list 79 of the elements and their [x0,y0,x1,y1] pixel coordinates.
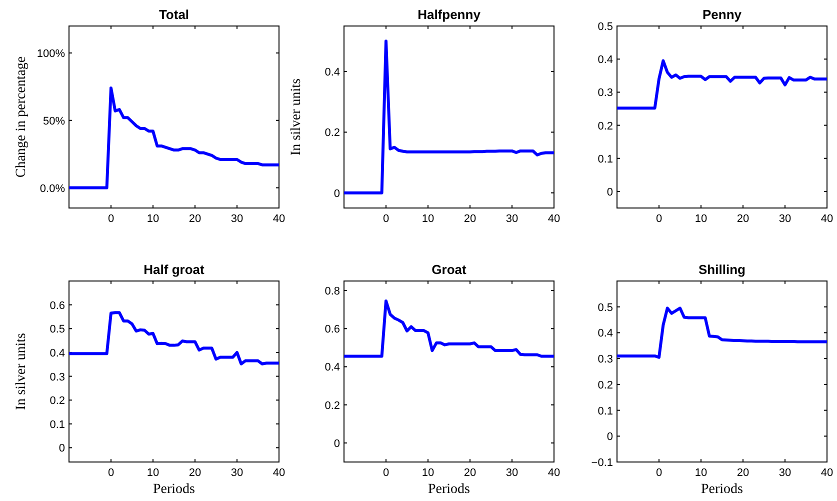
y-tick-label: 0 [334,188,340,200]
chart-title: Shilling [698,262,746,277]
x-tick-label: 0 [108,213,114,225]
y-tick-label: 0.5 [598,21,613,33]
x-tick-label: 20 [188,213,202,225]
y-axis-title: Change in percentage [14,56,29,178]
chart-title: Half groat [144,262,206,277]
x-tick-label: 30 [778,213,792,225]
y-tick-label: 0.4 [324,362,340,374]
chart-title: Groat [432,262,468,277]
x-tick-label: 40 [548,467,560,479]
y-tick-label: 0.5 [50,324,65,336]
x-tick-label: 0 [656,467,662,479]
x-tick-label: 10 [146,467,160,479]
y-tick-label: 0.2 [598,379,613,392]
x-tick-label: 40 [272,467,286,479]
y-tick-label: 0.2 [324,400,340,412]
x-tick-label: 10 [146,213,160,225]
x-tick-label: 40 [272,213,286,225]
x-tick-label: 10 [422,467,434,479]
chart-title: Total [158,7,190,22]
y-tick-label: 0 [606,186,613,198]
x-tick-label: 10 [694,213,708,225]
x-tick-label: 40 [820,213,834,225]
x-tick-label: 40 [548,213,560,225]
y-tick-label: 0.4 [598,328,613,340]
y-tick-label: −0.1 [591,457,613,469]
x-tick-label: 20 [464,467,476,479]
y-tick-label: 0.1 [598,405,613,418]
chart-title: Halfpenny [418,7,482,22]
line-series [616,59,828,110]
y-tick-label: 0 [334,438,340,450]
x-axis-title: Periods [153,482,195,497]
y-tick-label: 0.4 [324,66,340,78]
y-axis-title: In silver units [289,78,304,156]
line-series [68,311,280,366]
x-tick-label: 30 [506,213,518,225]
y-tick-label: 50% [42,115,66,128]
x-tick-label: 30 [230,213,244,225]
x-axis-title: Periods [701,482,743,497]
x-tick-label: 40 [820,467,834,479]
x-tick-label: 20 [464,213,476,225]
y-tick-label: 0.4 [50,347,65,360]
y-tick-label: 0.1 [598,153,613,166]
y-tick-label: 0.2 [50,395,65,408]
x-tick-label: 0 [108,467,114,479]
line-series [342,40,556,194]
x-tick-label: 20 [736,213,750,225]
x-tick-label: 30 [230,467,244,479]
y-tick-label: 0.3 [598,87,613,100]
x-tick-label: 30 [778,467,792,479]
y-tick-label: 0.6 [50,300,65,312]
y-tick-label: 0.4 [598,54,613,66]
x-tick-label: 0 [656,213,662,225]
x-tick-label: 0 [382,467,390,479]
y-tick-label: 0.0% [40,182,66,195]
y-tick-label: 0.6 [324,324,340,336]
y-tick-label: 0.5 [598,302,613,314]
y-tick-label: 0 [606,431,613,444]
x-tick-label: 20 [736,467,750,479]
y-tick-label: 0.2 [324,127,340,140]
y-tick-label: 0.3 [50,371,65,384]
y-axis-title: In silver units [14,333,29,410]
y-tick-label: 0.3 [598,354,613,366]
chart-title: Penny [702,7,742,22]
x-tick-label: 10 [694,467,708,479]
line-series [342,300,556,358]
y-tick-label: 100% [36,48,66,60]
x-tick-label: 0 [382,213,390,225]
x-tick-label: 20 [188,467,202,479]
x-tick-label: 10 [422,213,434,225]
x-tick-label: 30 [506,467,518,479]
y-tick-label: 0.8 [324,286,340,298]
x-axis-title: Periods [428,482,470,497]
y-tick-label: 0 [58,442,65,455]
y-tick-label: 0.2 [598,120,613,132]
line-series [68,86,280,190]
line-series [616,306,828,359]
y-tick-label: 0.1 [50,418,65,431]
